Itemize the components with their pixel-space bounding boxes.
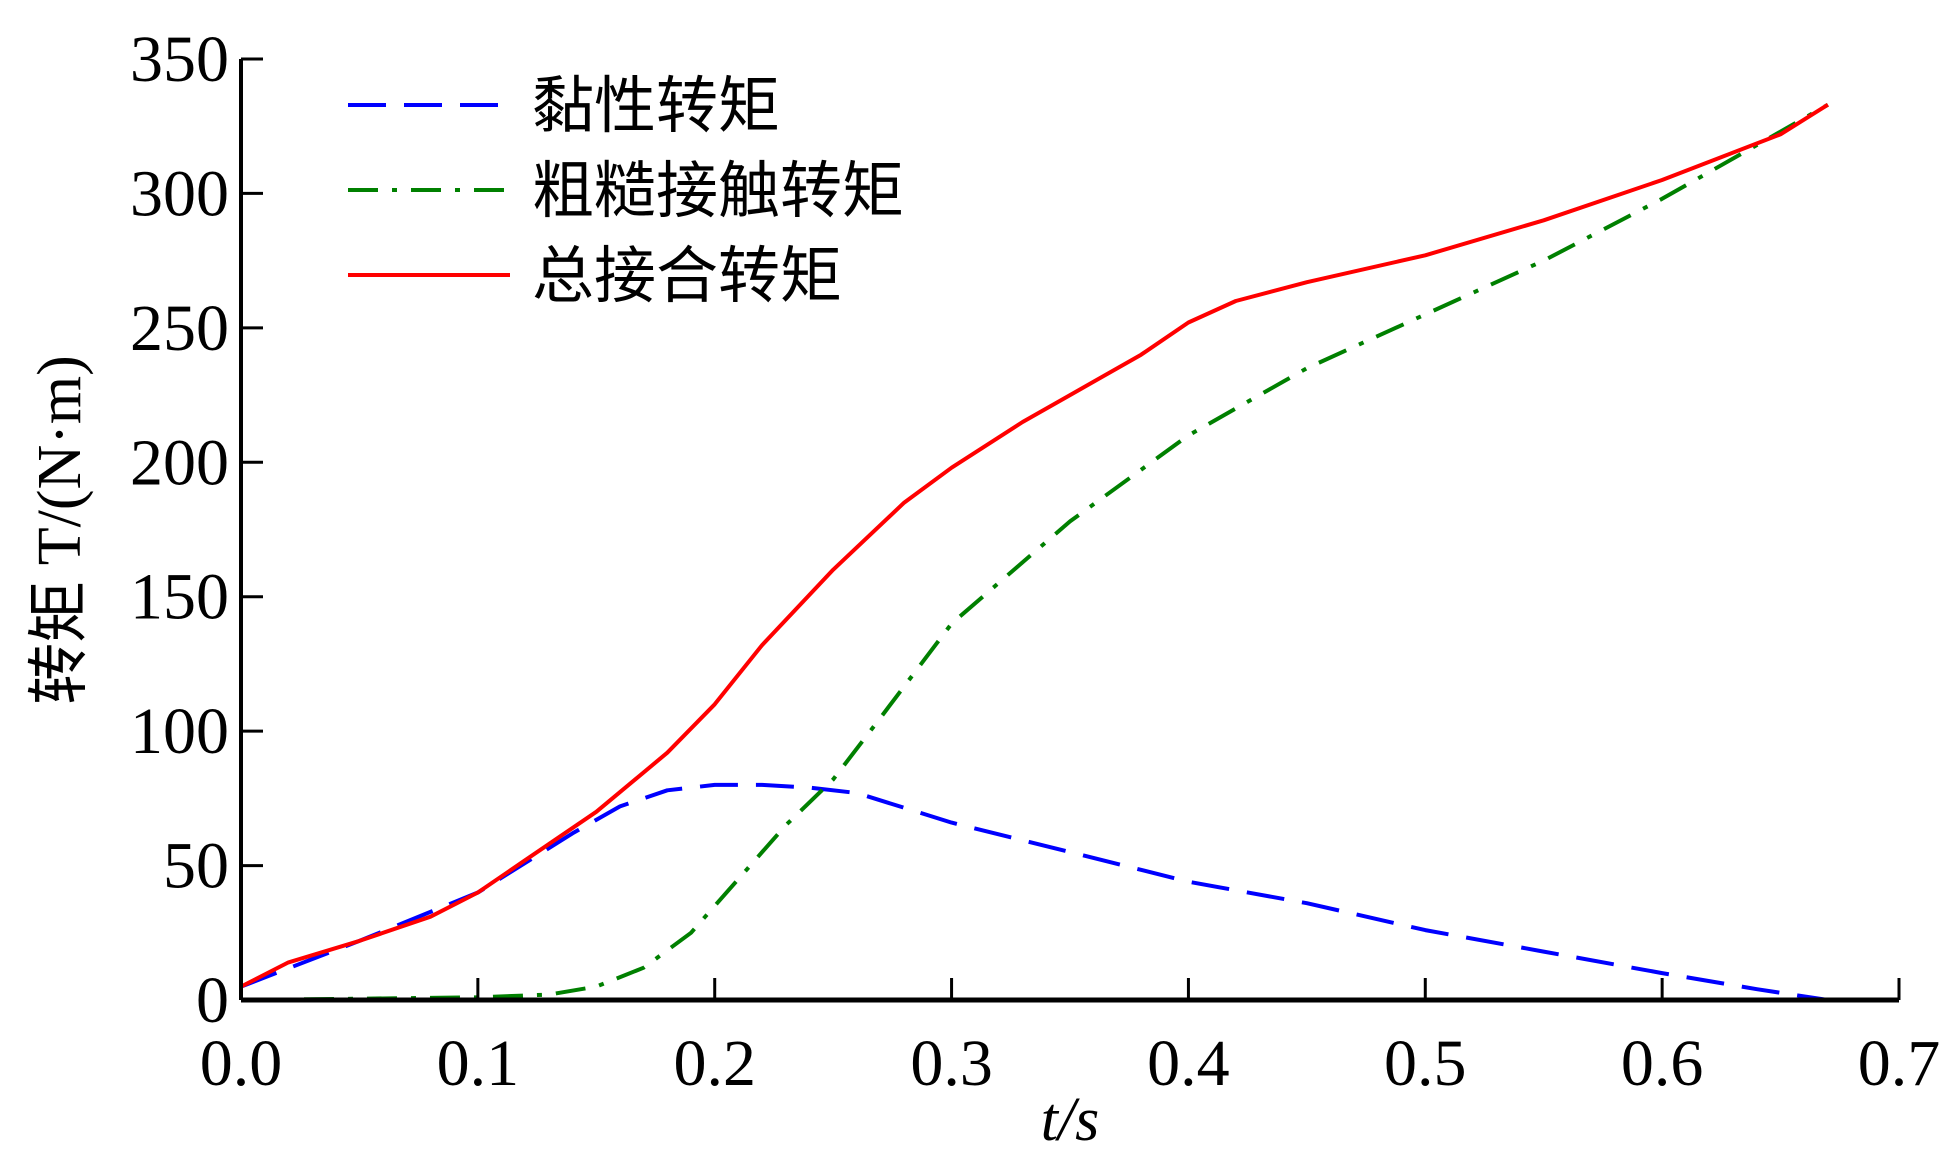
y-tick-label: 150 bbox=[130, 561, 229, 634]
x-tick-label: 0.1 bbox=[437, 1027, 520, 1100]
series-line-1 bbox=[240, 102, 1829, 1002]
series-layer bbox=[240, 102, 1829, 1002]
y-tick-label: 300 bbox=[130, 157, 229, 230]
y-tick-label: 50 bbox=[163, 830, 229, 903]
y-tick-label: 100 bbox=[130, 695, 229, 768]
series-line-2 bbox=[240, 103, 1829, 989]
y-tick-label: 0 bbox=[196, 964, 229, 1037]
y-tick-label: 200 bbox=[130, 426, 229, 499]
x-tick-label: 0.2 bbox=[673, 1027, 756, 1100]
x-tick-label: 0.4 bbox=[1147, 1027, 1230, 1100]
x-axis-label: t/s bbox=[1041, 1086, 1100, 1152]
y-axis-label: 转矩 T/(N·m) bbox=[26, 355, 94, 705]
x-tick-label: 0.5 bbox=[1384, 1027, 1467, 1100]
y-tick-label: 250 bbox=[130, 292, 229, 365]
y-tick-label: 350 bbox=[130, 23, 229, 96]
legend-label: 总接合转矩 bbox=[532, 239, 842, 312]
x-tick-label: 0.6 bbox=[1621, 1027, 1704, 1100]
ticks: 0.0 0.1 0.2 0.3 0.4 0.5 0.6 0.7 0 50 100 150 200 250 3… bbox=[130, 23, 1940, 1100]
x-tick-label: 0.3 bbox=[910, 1027, 993, 1100]
legend-label: 粗糙接触转矩 bbox=[532, 154, 904, 227]
series-line-0 bbox=[240, 782, 1829, 1002]
x-tick-label: 0.0 bbox=[200, 1027, 283, 1100]
legend-label: 黏性转矩 bbox=[532, 69, 780, 142]
x-tick-label: 0.7 bbox=[1858, 1027, 1941, 1100]
